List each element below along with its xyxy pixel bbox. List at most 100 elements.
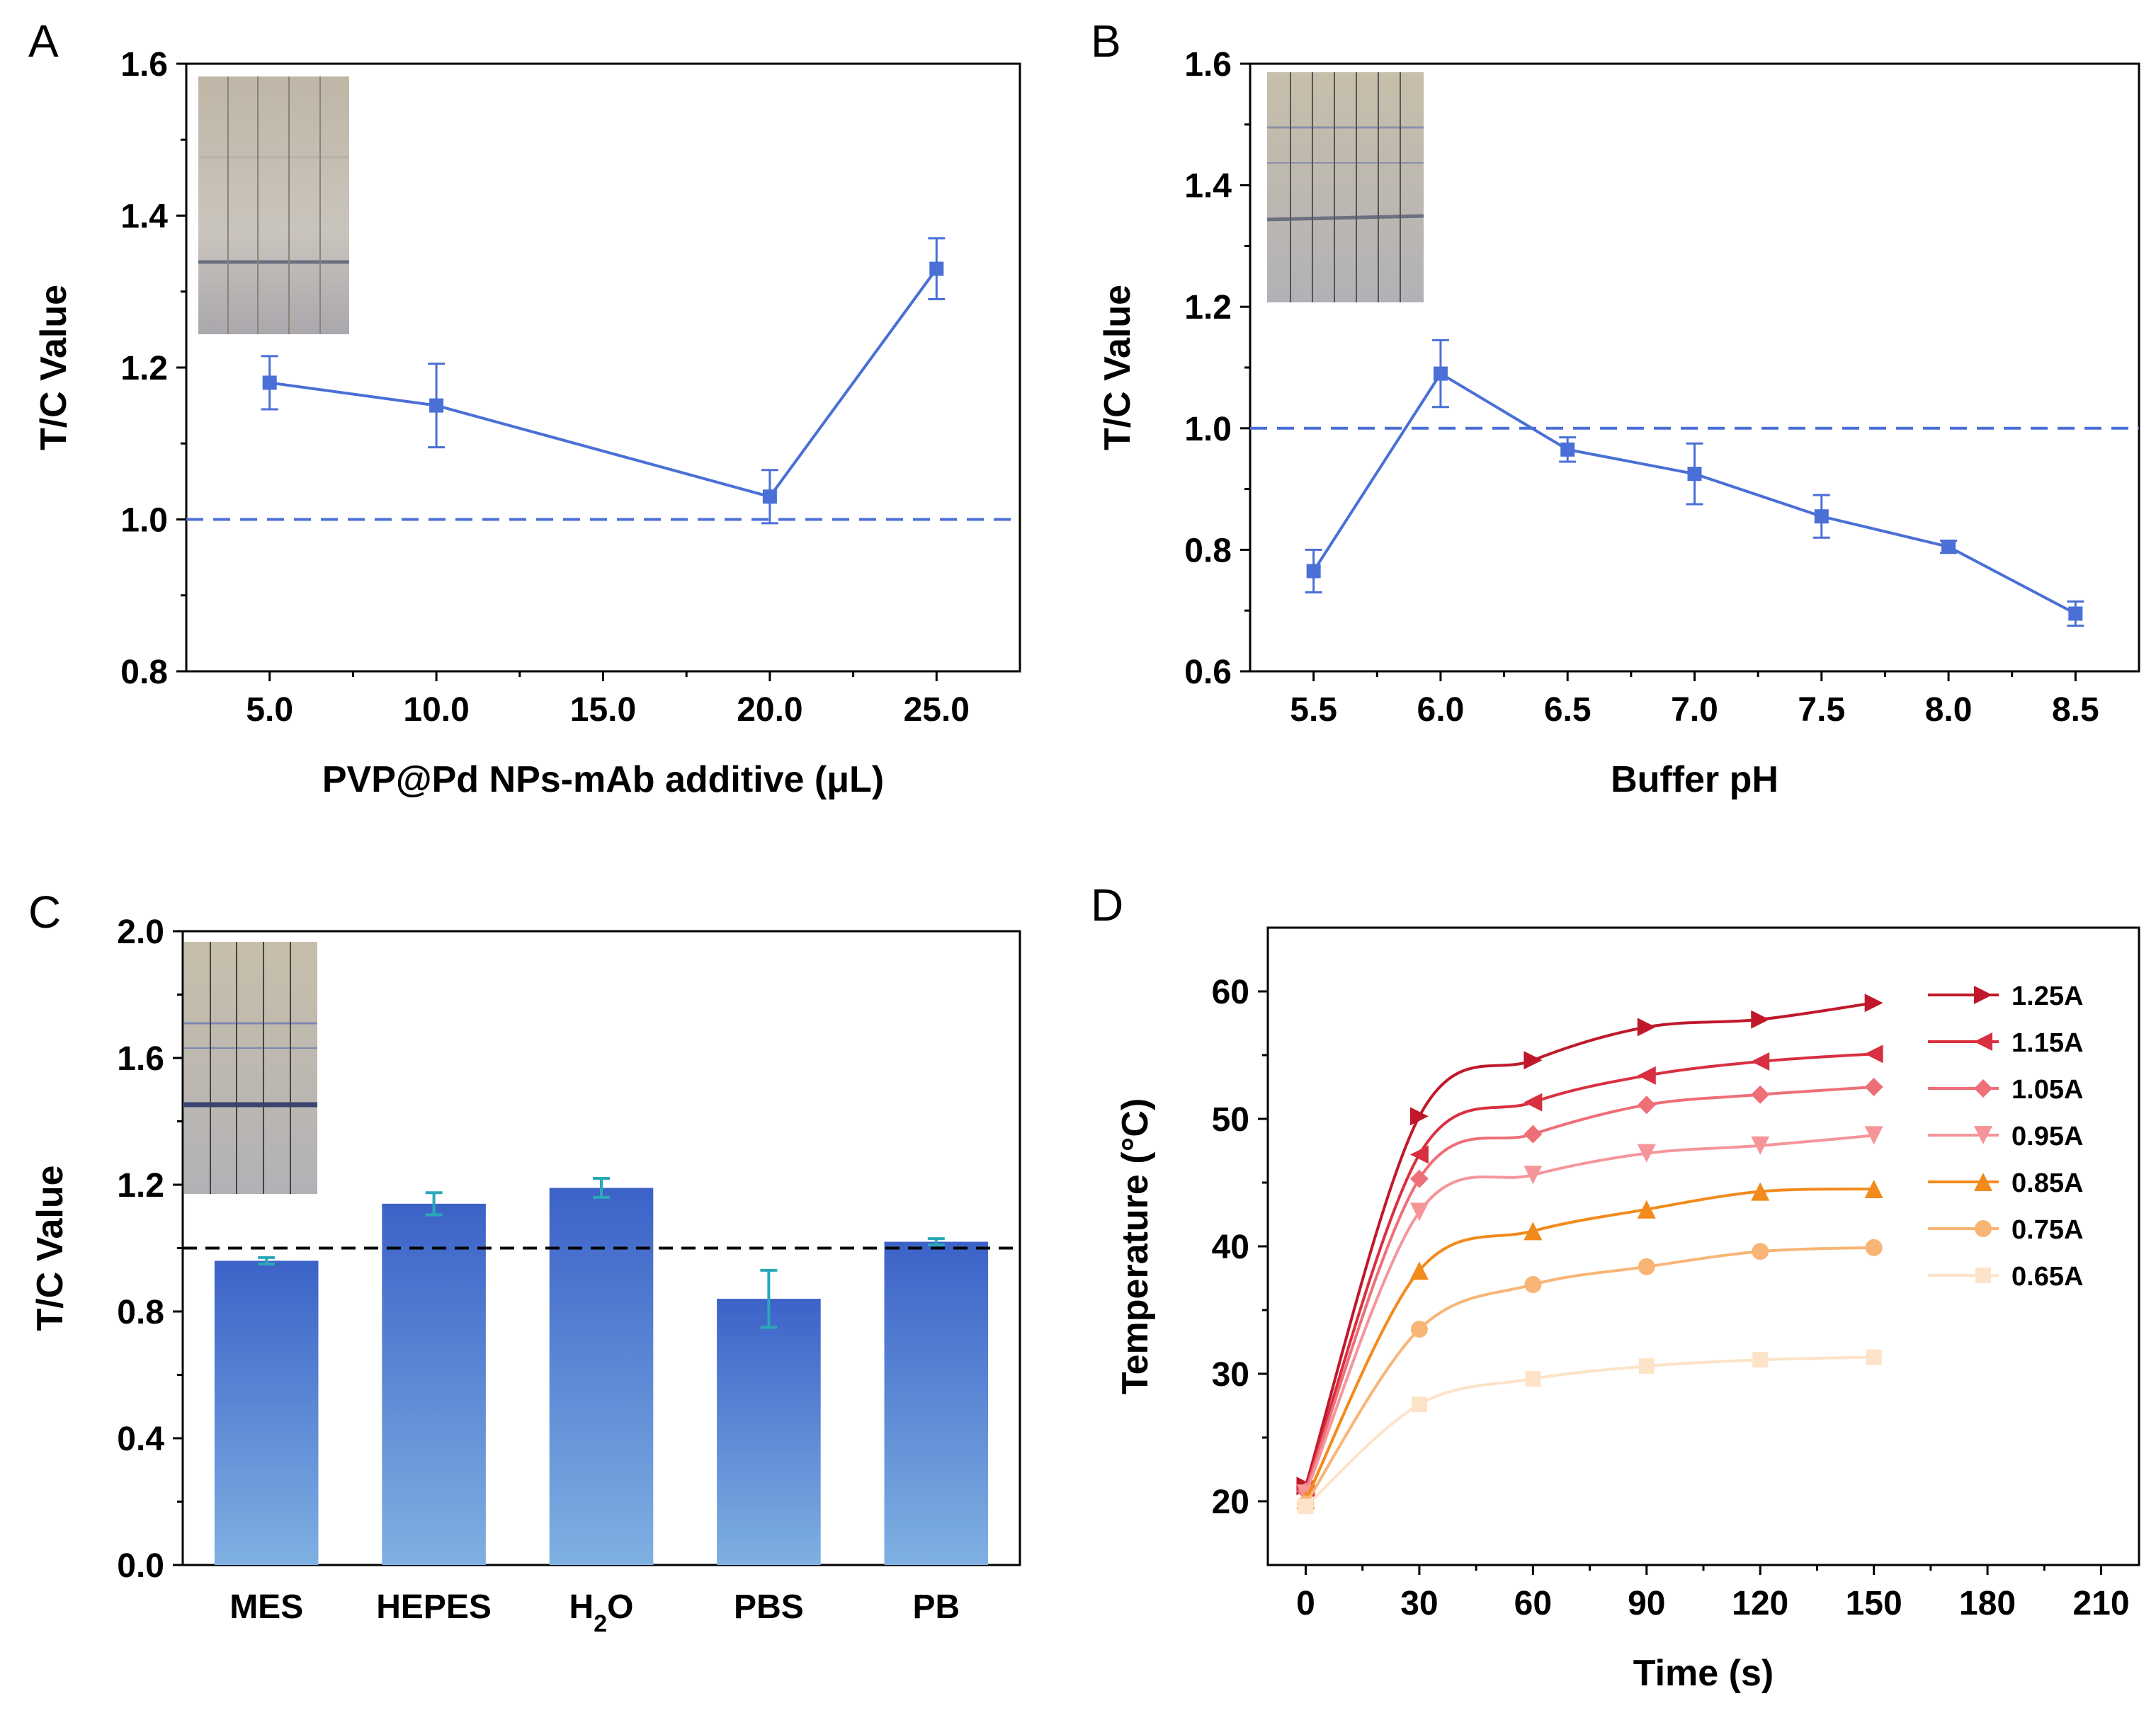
y-axis-label: T/C Value	[1097, 285, 1138, 450]
y-tick-label: 0.8	[1184, 532, 1232, 569]
series-line	[269, 268, 938, 499]
y-tick-label: 1.2	[120, 350, 168, 387]
data-point	[1864, 1078, 1883, 1096]
data-point	[1974, 1032, 1992, 1051]
data-point	[1941, 540, 1956, 554]
data-point	[1751, 1085, 1770, 1104]
data-point	[1974, 1173, 1992, 1191]
data-point	[1410, 1321, 1428, 1338]
y-tick-label: 1.6	[117, 1040, 164, 1078]
x-tick-label: 15.0	[570, 691, 636, 729]
series-line	[1305, 1355, 1874, 1508]
panel-letter: D	[1091, 880, 1123, 931]
legend-label: 0.85A	[2012, 1168, 2083, 1198]
data-point	[1637, 1018, 1656, 1037]
data-point	[1306, 564, 1321, 579]
inset-photo-a	[198, 76, 349, 334]
data-point	[1974, 986, 1992, 1004]
bar	[382, 1203, 486, 1565]
x-tick-label: 60	[1514, 1585, 1552, 1622]
y-axis-label: Temperature (°C)	[1115, 1098, 1156, 1395]
data-point	[1409, 1107, 1429, 1126]
data-point	[1752, 1243, 1769, 1260]
data-point	[1524, 1166, 1543, 1185]
x-tick-label: H2O	[569, 1588, 634, 1637]
x-axis-label: Time (s)	[1633, 1653, 1774, 1694]
x-tick-label: 180	[1959, 1585, 2016, 1622]
x-axis-label: Buffer pH	[1611, 759, 1778, 800]
x-axis-label: PVP@Pd NPs-mAb additive (μL)	[322, 759, 884, 800]
data-point	[1637, 1200, 1656, 1219]
data-point	[2068, 606, 2083, 621]
data-point	[1866, 1349, 1882, 1365]
x-tick-label: 25.0	[904, 691, 970, 729]
y-tick-label: 1.4	[120, 198, 168, 236]
y-tick-label: 1.6	[120, 46, 168, 84]
y-tick-label: 50	[1212, 1101, 1249, 1139]
x-tick-label: 150	[1846, 1585, 1902, 1622]
inset-photo-c	[184, 942, 317, 1194]
x-tick-label: 6.5	[1544, 691, 1592, 729]
data-point	[1865, 1239, 1883, 1256]
series-line	[1304, 1086, 1874, 1492]
x-tick-label: 7.5	[1798, 691, 1845, 729]
y-tick-label: 1.2	[117, 1167, 164, 1205]
x-tick-label: 120	[1732, 1585, 1788, 1622]
data-point	[1409, 1169, 1429, 1188]
data-point	[1637, 1144, 1656, 1163]
y-tick-label: 1.0	[1184, 411, 1232, 448]
bar	[717, 1299, 821, 1565]
data-point	[1637, 1095, 1656, 1115]
data-point	[1975, 1268, 1991, 1283]
legend-label: 1.25A	[2012, 981, 2083, 1011]
panel-letter: A	[28, 16, 59, 67]
data-point	[1864, 994, 1883, 1013]
legend-label: 0.65A	[2012, 1262, 2083, 1292]
data-point	[1638, 1258, 1655, 1275]
data-point	[1638, 1358, 1655, 1375]
data-point	[429, 398, 444, 413]
data-point	[1751, 1052, 1770, 1071]
series-line	[1304, 1246, 1874, 1505]
data-point	[1409, 1202, 1429, 1222]
data-point	[1524, 1125, 1543, 1144]
y-tick-label: 1.0	[120, 502, 168, 540]
data-point	[929, 261, 944, 276]
data-point	[1974, 1079, 1992, 1098]
x-tick-label: 8.5	[2052, 691, 2099, 729]
x-tick-label: PB	[912, 1588, 960, 1626]
x-tick-label: 210	[2072, 1585, 2129, 1622]
y-tick-label: 2.0	[117, 914, 164, 951]
panel-letter: B	[1091, 16, 1121, 67]
data-point	[1637, 1066, 1656, 1085]
y-tick-label: 1.6	[1184, 46, 1232, 84]
x-tick-label: MES	[229, 1588, 303, 1626]
panel-b: 0.6 0.8 1.0 1.2 1.4 1.6 B T/C Value 5.5 6.0 6.5 7.0…	[1091, 16, 2140, 800]
y-tick-label: 20	[1212, 1484, 1249, 1521]
y-tick-label: 1.2	[1184, 289, 1232, 326]
x-tick-label: 30	[1400, 1585, 1438, 1622]
legend-label: 0.75A	[2012, 1215, 2083, 1245]
bar	[884, 1241, 989, 1565]
x-tick-label: HEPES	[376, 1588, 492, 1626]
data-point	[1525, 1371, 1541, 1387]
data-point	[1751, 1182, 1770, 1201]
data-point	[1433, 366, 1448, 381]
x-tick-label: 8.0	[1925, 691, 1973, 729]
data-point	[1524, 1222, 1543, 1241]
y-tick-label: 30	[1212, 1356, 1249, 1394]
y-tick-label: 0.4	[117, 1421, 164, 1458]
data-point	[1560, 442, 1575, 457]
data-point	[1524, 1093, 1543, 1112]
panel-letter: C	[28, 887, 61, 938]
data-point	[1751, 1136, 1770, 1155]
y-tick-label: 40	[1212, 1229, 1249, 1266]
legend-label: 1.15A	[2012, 1028, 2083, 1058]
x-tick-label: 7.0	[1671, 691, 1718, 729]
y-axis-label: T/C Value	[33, 285, 74, 450]
y-tick-label: 0.0	[117, 1547, 164, 1585]
data-point	[1864, 1045, 1883, 1064]
data-point	[1524, 1051, 1543, 1070]
data-point	[762, 489, 777, 504]
